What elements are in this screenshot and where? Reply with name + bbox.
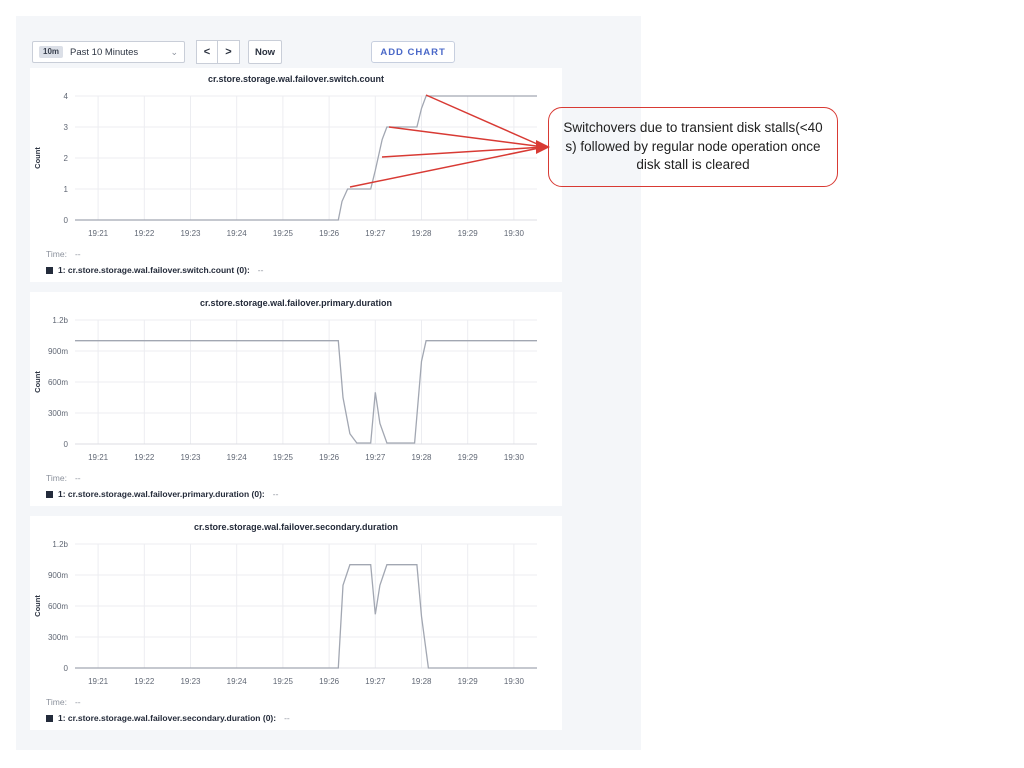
prev-range-button[interactable]: < (196, 40, 218, 64)
svg-text:1: 1 (64, 185, 69, 194)
svg-text:900m: 900m (48, 571, 68, 580)
chart-plot-secondary-duration[interactable]: 0 300m 600m 900m 1.2b 19:21 19:22 19:23 19:24 19:… (30, 534, 562, 694)
time-readout: Time: -- (30, 694, 562, 709)
svg-text:19:30: 19:30 (504, 677, 525, 686)
annotation-callout: Switchovers due to transient disk stalls… (548, 107, 838, 187)
svg-text:2: 2 (64, 154, 69, 163)
chart-title: cr.store.storage.wal.failover.primary.du… (200, 298, 392, 308)
svg-text:300m: 300m (48, 409, 68, 418)
chevron-down-icon: ⌄ (170, 46, 178, 57)
time-label: Time: (46, 697, 67, 707)
svg-text:19:29: 19:29 (458, 453, 479, 462)
svg-text:19:21: 19:21 (88, 677, 109, 686)
svg-text:0: 0 (64, 440, 69, 449)
svg-text:19:26: 19:26 (319, 229, 340, 238)
svg-text:600m: 600m (48, 378, 68, 387)
chart-plot-switch-count[interactable]: 0 1 2 3 4 19:21 19:22 19:23 19:24 19:25 19:26 19:27… (30, 86, 562, 246)
svg-text:3: 3 (64, 123, 69, 132)
svg-text:19:27: 19:27 (365, 453, 386, 462)
legend-value: -- (257, 265, 264, 275)
svg-text:Count: Count (33, 371, 42, 393)
legend-label: 1: cr.store.storage.wal.failover.switch.… (58, 265, 250, 275)
legend-swatch-icon (46, 266, 53, 274)
time-range-badge: 10m (39, 46, 64, 58)
legend-value: -- (272, 489, 279, 499)
chart-card-primary-duration: cr.store.storage.wal.failover.primary.du… (30, 292, 562, 506)
svg-text:19:21: 19:21 (88, 229, 109, 238)
svg-text:19:21: 19:21 (88, 453, 109, 462)
svg-text:1.2b: 1.2b (52, 540, 68, 549)
svg-text:19:24: 19:24 (227, 677, 248, 686)
now-button[interactable]: Now (248, 40, 283, 64)
svg-text:19:23: 19:23 (180, 229, 201, 238)
svg-text:19:27: 19:27 (365, 229, 386, 238)
annotation-text: Switchovers due to transient disk stalls… (563, 119, 823, 173)
legend-label: 1: cr.store.storage.wal.failover.seconda… (58, 713, 277, 723)
svg-text:19:29: 19:29 (458, 229, 479, 238)
time-readout: Time: -- (30, 246, 562, 261)
svg-text:600m: 600m (48, 602, 68, 611)
legend-value: -- (284, 713, 290, 723)
svg-text:Count: Count (33, 595, 42, 617)
add-chart-button[interactable]: ADD CHART (371, 41, 456, 63)
svg-text:19:26: 19:26 (319, 453, 340, 462)
svg-text:19:30: 19:30 (504, 229, 525, 238)
svg-text:0: 0 (64, 216, 69, 225)
time-range-select[interactable]: 10m Past 10 Minutes ⌄ (32, 41, 185, 63)
legend-swatch-icon (46, 714, 53, 722)
svg-text:0: 0 (64, 664, 69, 673)
svg-text:4: 4 (64, 92, 69, 101)
svg-text:1.2b: 1.2b (52, 316, 68, 325)
svg-text:19:29: 19:29 (458, 677, 479, 686)
time-range-label: Past 10 Minutes (70, 46, 139, 58)
svg-text:19:25: 19:25 (273, 229, 294, 238)
svg-text:19:30: 19:30 (504, 453, 525, 462)
svg-text:900m: 900m (48, 347, 68, 356)
chart-title: cr.store.storage.wal.failover.secondary.… (194, 522, 398, 532)
svg-text:19:24: 19:24 (227, 453, 248, 462)
chart-cards: cr.store.storage.wal.failover.switch.cou… (30, 68, 562, 740)
svg-text:19:25: 19:25 (273, 677, 294, 686)
legend-label: 1: cr.store.storage.wal.failover.primary… (58, 489, 265, 499)
time-label: Time: (46, 473, 67, 483)
svg-text:19:27: 19:27 (365, 677, 386, 686)
svg-text:19:28: 19:28 (411, 453, 432, 462)
svg-text:19:23: 19:23 (180, 453, 201, 462)
svg-text:300m: 300m (48, 633, 68, 642)
time-nav-group: < > (196, 40, 240, 64)
svg-text:19:26: 19:26 (319, 677, 340, 686)
legend-row[interactable]: 1: cr.store.storage.wal.failover.primary… (30, 485, 562, 499)
svg-text:19:25: 19:25 (273, 453, 294, 462)
legend-row[interactable]: 1: cr.store.storage.wal.failover.seconda… (30, 709, 562, 723)
svg-text:19:24: 19:24 (227, 229, 248, 238)
time-value: -- (74, 249, 81, 259)
svg-text:19:22: 19:22 (134, 453, 155, 462)
time-value: -- (74, 697, 81, 707)
svg-text:19:22: 19:22 (134, 229, 155, 238)
svg-text:Count: Count (33, 147, 42, 169)
legend-swatch-icon (46, 490, 53, 498)
chart-title: cr.store.storage.wal.failover.switch.cou… (207, 74, 385, 84)
chart-card-switch-count: cr.store.storage.wal.failover.switch.cou… (30, 68, 562, 282)
metrics-toolbar: 10m Past 10 Minutes ⌄ < > Now ADD CHART (32, 40, 456, 64)
next-range-button[interactable]: > (218, 40, 240, 64)
time-value: -- (74, 473, 81, 483)
svg-text:19:28: 19:28 (411, 229, 432, 238)
legend-row[interactable]: 1: cr.store.storage.wal.failover.switch.… (30, 261, 562, 275)
chart-card-secondary-duration: cr.store.storage.wal.failover.secondary.… (30, 516, 562, 730)
chart-plot-primary-duration[interactable]: 0 300m 600m 900m 1.2b 19:21 19:22 19:23 19:24 19:… (30, 310, 562, 470)
time-readout: Time: -- (30, 470, 562, 485)
svg-text:19:28: 19:28 (411, 677, 432, 686)
svg-text:19:22: 19:22 (134, 677, 155, 686)
svg-text:19:23: 19:23 (180, 677, 201, 686)
time-label: Time: (46, 249, 67, 259)
